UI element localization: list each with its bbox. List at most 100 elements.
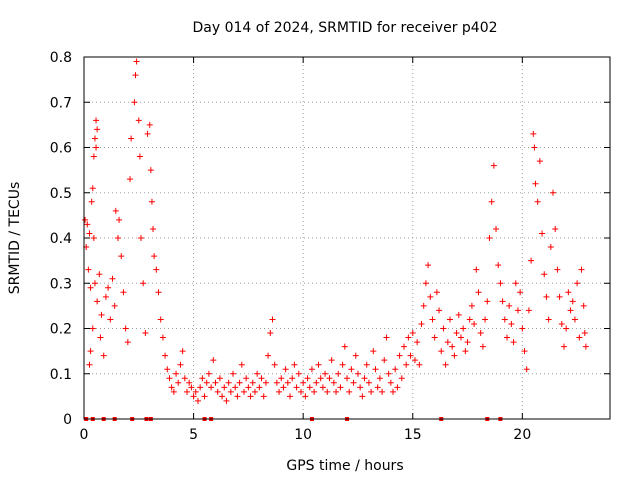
data-point: [438, 348, 445, 355]
data-point: [531, 144, 538, 151]
data-point: [368, 388, 375, 395]
data-point: [374, 384, 381, 391]
data-point: [571, 316, 578, 323]
data-point: [477, 330, 484, 337]
data-point: [503, 334, 510, 341]
data-point: [118, 253, 125, 260]
data-point: [100, 352, 107, 359]
data-point: [109, 275, 116, 282]
y-tick-label: 0.4: [50, 231, 72, 247]
data-point: [87, 284, 94, 291]
data-point: [276, 388, 283, 395]
data-point: [335, 370, 342, 377]
data-point: [394, 384, 401, 391]
data-point: [87, 348, 94, 355]
data-point: [144, 130, 151, 137]
data-point: [392, 366, 399, 373]
data-point: [532, 180, 539, 187]
data-point: [359, 393, 366, 400]
data-point: [521, 348, 528, 355]
data-point: [560, 343, 567, 350]
data-point: [409, 330, 416, 337]
data-point: [311, 388, 318, 395]
data-point: [582, 343, 589, 350]
data-point: [132, 72, 139, 79]
data-point: [344, 375, 350, 382]
ticks: 0 5 10 15 20 0 0.1 0.2 0.3 0.4 0.5 0.6 0.7 0.8: [50, 50, 610, 443]
data-point: [127, 176, 134, 183]
data-point: [427, 293, 434, 300]
data-point: [429, 316, 436, 323]
data-point: [269, 316, 276, 323]
data-point: [447, 316, 454, 323]
data-point: [287, 393, 294, 400]
data-point: [162, 352, 169, 359]
data-point: [468, 302, 475, 309]
data-point: [313, 379, 320, 386]
data-point: [88, 198, 95, 205]
data-point: [372, 366, 379, 373]
data-point: [484, 298, 491, 305]
data-point: [234, 393, 241, 400]
data-point: [482, 316, 489, 323]
data-point: [97, 334, 104, 341]
data-point: [216, 375, 223, 382]
data-point: [273, 379, 280, 386]
data-point: [124, 339, 131, 346]
y-tick-label: 0.2: [50, 322, 72, 338]
data-point: [581, 330, 588, 337]
data-point: [383, 334, 390, 341]
data-point: [495, 262, 502, 269]
data-point: [179, 348, 186, 355]
data-point: [552, 225, 559, 232]
data-point: [203, 379, 210, 386]
data-point: [497, 280, 504, 287]
data-point: [390, 388, 397, 395]
data-point: [102, 293, 109, 300]
data-point: [466, 316, 473, 323]
y-tick-label: 0.6: [50, 141, 72, 157]
data-point: [245, 384, 252, 391]
data-point: [267, 330, 274, 337]
data-point: [346, 388, 353, 395]
data-point: [580, 302, 587, 309]
data-point: [550, 189, 557, 196]
data-point: [181, 375, 188, 382]
data-point: [221, 384, 228, 391]
data-point: [396, 352, 403, 359]
data-point: [449, 343, 456, 350]
y-tick-label: 0.8: [50, 50, 72, 66]
data-point: [567, 307, 574, 314]
data-point: [258, 375, 265, 382]
data-point: [155, 289, 162, 296]
data-point: [457, 334, 464, 341]
data-point: [539, 230, 546, 237]
data-point: [322, 370, 329, 377]
data-point: [473, 266, 480, 273]
data-point: [212, 379, 219, 386]
chart-title: Day 014 of 2024, SRMTID for receiver p40…: [192, 20, 497, 36]
data-point: [400, 343, 407, 350]
data-point: [280, 384, 287, 391]
data-point: [168, 384, 175, 391]
data-point: [94, 298, 101, 305]
data-point: [508, 320, 515, 327]
data-point: [337, 384, 344, 391]
data-point: [131, 99, 138, 106]
data-point: [232, 384, 239, 391]
data-point: [128, 135, 135, 142]
data-point: [460, 325, 467, 332]
data-point: [486, 235, 493, 241]
data-point: [376, 375, 383, 382]
data-point: [96, 271, 103, 278]
data-point: [433, 289, 440, 296]
data-point: [523, 366, 530, 373]
data-point: [133, 58, 140, 65]
data-point: [416, 361, 423, 368]
data-point: [370, 348, 377, 355]
y-tick-label: 0.7: [50, 95, 72, 111]
data-point: [565, 289, 572, 296]
data-point: [91, 280, 98, 287]
data-point: [107, 316, 114, 323]
